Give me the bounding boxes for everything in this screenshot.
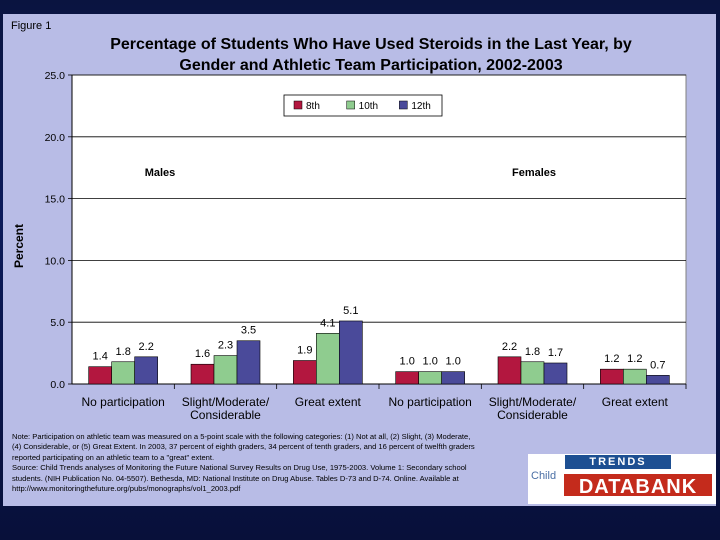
bar-8th [600, 368, 624, 385]
x-category-label: No participation [388, 395, 471, 409]
legend-swatch-10th [346, 100, 355, 110]
data-label: 1.2 [604, 353, 619, 365]
grid-lines [71, 74, 687, 385]
bar-8th [293, 360, 317, 385]
chart-title-line1: Percentage of Students Who Have Used Ste… [110, 36, 632, 53]
x-category-label: Slight/Moderate/ [489, 395, 577, 409]
x-category-label: Great extent [602, 395, 669, 409]
y-tick-label: 5.0 [50, 317, 65, 329]
data-label: 3.5 [241, 325, 256, 337]
bar-8th [190, 363, 215, 385]
legend: 8th 10th 12th [283, 94, 443, 117]
bar-12th [134, 356, 158, 385]
child-trends-databank-logo[interactable]: TRENDS Child DATABANK [528, 454, 716, 504]
notes: Note: Participation on athletic team was… [12, 432, 532, 494]
logo-child-text: Child [531, 470, 557, 482]
y-tick-label: 20.0 [45, 132, 66, 144]
note-line: students. (NIH Publication No. 04-5507).… [12, 473, 459, 483]
y-tick-label: 25.0 [45, 70, 66, 82]
data-label: 1.6 [195, 348, 210, 360]
data-label: 5.1 [343, 305, 358, 317]
males-label: Males [145, 167, 176, 179]
legend-swatch-12th [399, 100, 408, 110]
y-tick-label: 15.0 [45, 194, 66, 206]
x-category-label: Considerable [497, 408, 568, 422]
figure-label: Figure 1 [11, 20, 52, 32]
axes: 0.0 5.0 10.0 15.0 20.0 25.0 No participation Sl… [45, 70, 687, 422]
note-line: http://www.monitoringthefuture.org/pubs/… [12, 484, 241, 494]
bar-12th [646, 375, 670, 385]
bar-8th [497, 356, 522, 385]
note-line: Note: Participation on athletic team was… [12, 432, 471, 441]
y-tick-label: 0.0 [50, 379, 65, 391]
data-label: 1.4 [93, 351, 108, 363]
bar-10th [111, 361, 135, 385]
y-tick-label: 10.0 [45, 255, 66, 267]
legend-label: 12th [411, 101, 430, 112]
data-label: 2.2 [502, 341, 517, 353]
bar-12th [236, 340, 261, 385]
bar-10th [418, 371, 442, 385]
chart-title: Percentage of Students Who Have Used Ste… [43, 34, 699, 76]
data-label: 1.0 [423, 356, 438, 368]
note-line: reported participating on an athletic te… [12, 452, 215, 462]
data-label: 4.1 [320, 317, 335, 329]
logo-trends-text: TRENDS [565, 455, 671, 469]
bar-10th [623, 368, 647, 385]
bar-12th [543, 362, 568, 385]
note-line: (4) Considerable, or (5) Great Extent. I… [12, 442, 475, 452]
data-label: 1.2 [627, 353, 642, 365]
bar-12th [441, 371, 465, 385]
data-label: 2.3 [218, 340, 233, 352]
legend-swatch-8th [293, 100, 303, 110]
x-category-label: No participation [81, 395, 164, 409]
x-category-label: Great extent [295, 395, 362, 409]
data-labels: 1.4 1.8 2.2 1.6 2.3 3.5 1.9 4.1 5.1 1.0 1.0 1.0 2.2 1… [93, 305, 666, 371]
females-label: Females [512, 167, 556, 179]
bar-10th [520, 361, 545, 385]
y-axis-label: Percent [12, 224, 26, 268]
bar-8th [88, 366, 112, 385]
bar-12th [339, 320, 363, 385]
data-label: 1.8 [525, 346, 540, 358]
chart-title-line2: Gender and Athletic Team Participation, … [179, 57, 563, 74]
bars [88, 320, 670, 385]
chart: 0.0 5.0 10.0 15.0 20.0 25.0 No participation Sl… [12, 70, 687, 422]
bar-10th [316, 333, 340, 385]
legend-label: 8th [306, 101, 320, 112]
legend-box [283, 94, 443, 117]
data-label: 1.7 [548, 347, 563, 359]
data-label: 1.0 [400, 356, 415, 368]
logo-databank-text: DATABANK [562, 472, 714, 498]
data-label: 0.7 [650, 359, 665, 371]
x-category-label: Considerable [190, 408, 261, 422]
slide-panel: Figure 1 Percentage of Students Who Have… [3, 14, 716, 506]
legend-label: 10th [359, 101, 378, 112]
x-category-label: Slight/Moderate/ [182, 395, 270, 409]
data-label: 1.8 [116, 346, 131, 358]
data-label: 1.0 [446, 356, 461, 368]
note-line: Source: Child Trends analyses of Monitor… [12, 463, 467, 473]
data-label: 1.9 [297, 345, 312, 357]
plot-area [71, 74, 687, 385]
data-label: 2.2 [139, 341, 154, 353]
bar-10th [213, 355, 238, 385]
bar-8th [395, 371, 419, 385]
